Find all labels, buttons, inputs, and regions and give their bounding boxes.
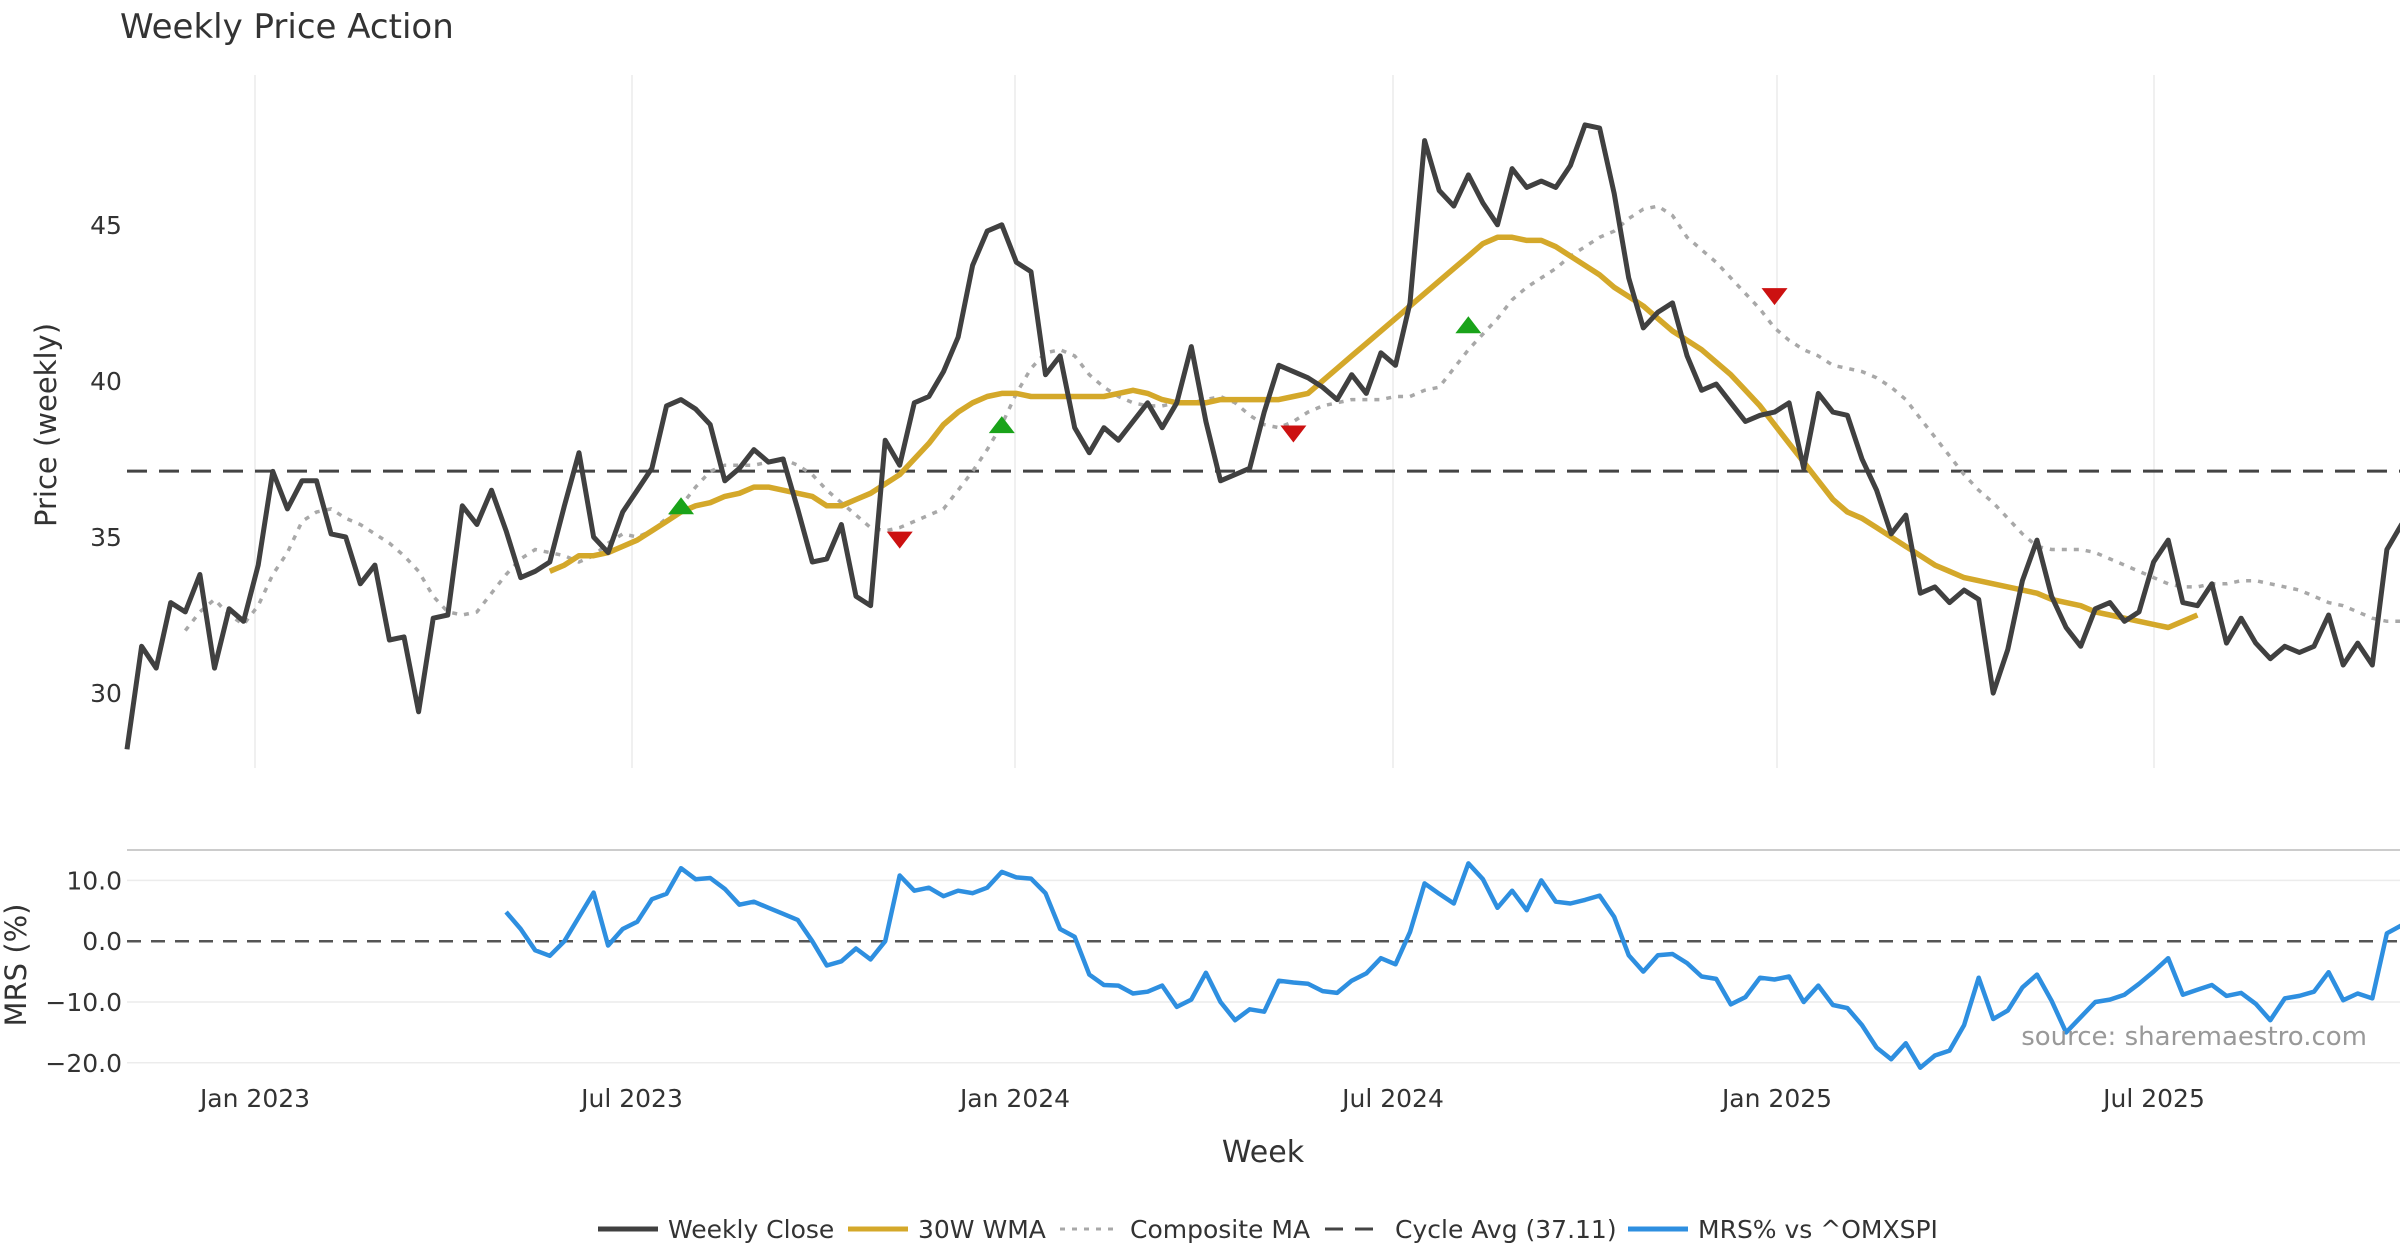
legend-label: MRS% vs ^OMXSPI [1698,1215,1938,1244]
mrs-y-tick-label: 10.0 [66,866,122,895]
x-tick-label: Jan 2024 [958,1084,1070,1113]
mrs-line [504,861,2400,1070]
legend-label: 30W WMA [918,1215,1046,1244]
sell-signal-marker [1280,425,1307,443]
weekly-close-line [124,122,2400,750]
sell-signal-marker [886,531,913,549]
buy-signal-marker [988,416,1015,434]
price-y-axis-label: Price (weekly) [29,323,63,527]
x-axis-ticks: Jan 2023 Jul 2023 Jan 2024 Jul 2024 Jan 2025… [198,1084,2205,1113]
legend-label: Weekly Close [668,1215,834,1244]
chart-title: Weekly Price Action [120,7,454,47]
mrs-y-ticks: 10.0 0.0 −10.0 −20.0 [45,866,122,1077]
legend: Weekly Close 30W WMA Composite MA Cycle Avg… [598,1215,1938,1244]
mrs-gridlines [127,879,2400,1064]
price-y-tick-label: 40 [90,367,122,396]
mrs-y-tick-label: −10.0 [45,988,122,1017]
x-axis-label: Week [1222,1135,1305,1170]
mrs-y-axis-label: MRS (%) [0,904,33,1027]
price-y-tick-label: 35 [90,523,122,552]
x-tick-label: Jul 2025 [2101,1084,2205,1113]
mrs-y-tick-label: 0.0 [82,927,122,956]
signal-markers [668,288,1788,549]
price-y-tick-label: 45 [90,211,122,240]
x-tick-label: Jul 2023 [579,1084,683,1113]
source-attribution: source: sharemaestro.com [2021,1022,2367,1052]
x-tick-label: Jan 2025 [1720,1084,1832,1113]
x-tick-label: Jul 2024 [1340,1084,1444,1113]
buy-signal-marker [1455,316,1482,334]
mrs-y-tick-label: −20.0 [45,1049,122,1078]
wma-30w-line [548,234,2199,631]
x-tick-label: Jan 2023 [198,1084,310,1113]
legend-label: Composite MA [1130,1215,1310,1244]
legend-label: Cycle Avg (37.11) [1395,1215,1617,1244]
price-panel: 30 35 40 45 Price (weekly) [29,75,2400,768]
price-gridlines [254,75,2155,768]
price-y-tick-label: 30 [90,679,122,708]
price-y-ticks: 30 35 40 45 [90,211,122,708]
buy-signal-marker [668,497,695,515]
sell-signal-marker [1761,288,1788,306]
mrs-panel: 10.0 0.0 −10.0 −20.0 MRS (%) source: sharem… [0,849,2400,1078]
